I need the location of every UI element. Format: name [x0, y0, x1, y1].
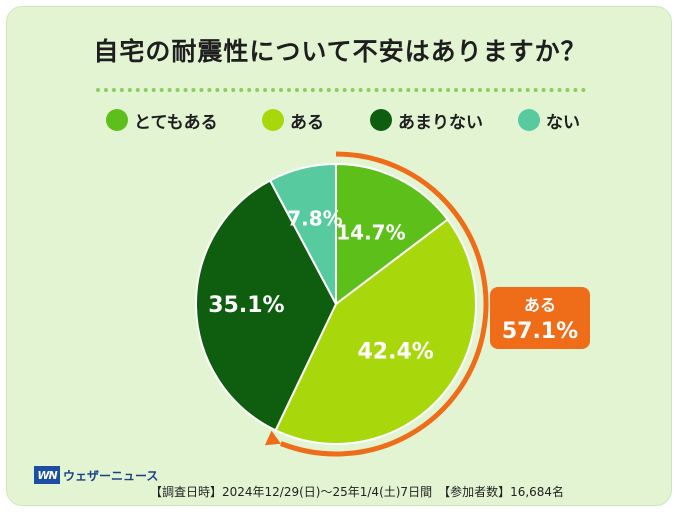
slice-label-3: 7.8% [287, 206, 342, 230]
pie-slice-3 [268, 162, 337, 305]
survey-note: 【調査日時】2024年12/29(日)～25年1/4(土)7日間 【参加者数】1… [150, 485, 565, 499]
callout-arc [279, 151, 489, 457]
callout-box [490, 287, 590, 349]
callout-arrowhead [264, 430, 281, 446]
title-divider [96, 88, 586, 92]
legend-label-2: あまりない [398, 112, 483, 133]
legend-label-3: ない [546, 112, 580, 133]
legend-item-2: あまりない [370, 108, 483, 133]
logo-mark: WN [34, 466, 60, 484]
legend-swatch-0 [106, 109, 128, 131]
legend-label-1: ある [290, 112, 324, 133]
chart-title: 自宅の耐震性について不安はありますか？ [93, 37, 587, 66]
legend-item-1: ある [262, 108, 324, 133]
legend-swatch-3 [518, 109, 540, 131]
pie-slice-1 [274, 218, 477, 445]
legend-item-0: とてもある [106, 108, 218, 133]
slice-label-1: 42.4% [357, 340, 433, 365]
weathernews-logo: WN ウェザーニュース [34, 466, 158, 484]
pie-slice-2 [195, 179, 338, 432]
callout-label: ある [524, 296, 556, 315]
legend-swatch-2 [370, 109, 392, 131]
legend-label-0: とてもある [134, 112, 218, 133]
legend-swatch-1 [262, 109, 284, 131]
slice-label-0: 14.7% [336, 220, 405, 244]
logo-text: ウェザーニュース [63, 468, 159, 483]
callout-value: 57.1% [502, 319, 578, 344]
slice-label-2: 35.1% [208, 293, 284, 318]
legend-item-3: ない [518, 108, 580, 133]
pie-slice-0 [335, 162, 450, 307]
